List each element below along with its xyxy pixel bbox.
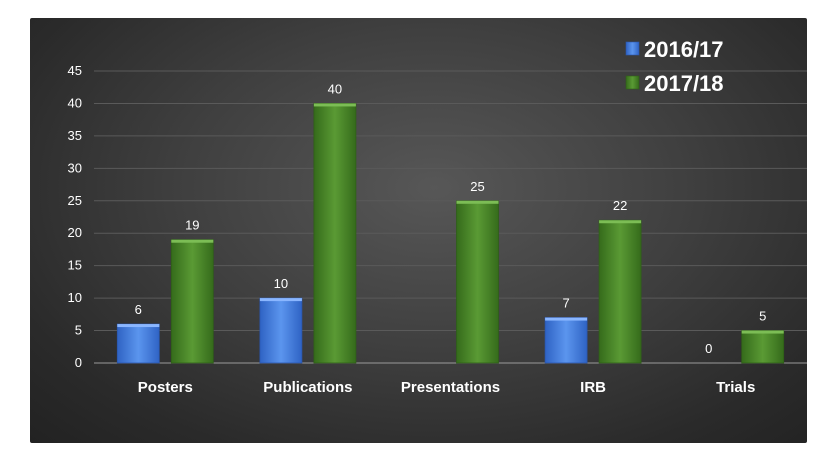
data-label: 22 — [613, 198, 627, 213]
y-axis: 0 5 10 15 20 25 30 35 40 45 — [68, 63, 82, 370]
data-label: 5 — [759, 309, 766, 324]
data-label: 19 — [185, 218, 199, 233]
x-tick-label: Posters — [138, 379, 193, 396]
x-tick-label: Trials — [716, 379, 755, 396]
legend-label: 2017/18 — [644, 71, 724, 96]
x-tick-label: Publications — [263, 379, 352, 396]
legend-swatch — [625, 41, 640, 56]
data-label: 0 — [705, 341, 712, 356]
x-axis: Posters Publications Presentations IRB Trial… — [138, 379, 756, 396]
legend-swatch — [625, 75, 640, 90]
bar-2017/18-Trials — [741, 330, 785, 364]
y-tick-label: 5 — [75, 323, 82, 338]
legend: 2016/17 2017/18 — [625, 37, 724, 96]
x-tick-label: IRB — [580, 379, 606, 396]
bar-2016/17-Publications — [259, 297, 303, 364]
bar-highlight — [259, 298, 302, 302]
bar-2016/17-IRB — [544, 317, 588, 364]
data-labels: 6 19 10 40 25 7 22 0 5 — [135, 81, 767, 356]
y-tick-label: 45 — [68, 63, 82, 78]
y-tick-label: 40 — [68, 95, 82, 110]
chart-area: 0 5 10 15 20 25 30 35 40 45 6 19 10 40 25 7 22 0 5 Poster… — [30, 18, 807, 443]
bar-highlight — [313, 103, 356, 107]
data-label: 7 — [562, 296, 569, 311]
y-tick-label: 0 — [75, 355, 82, 370]
y-tick-label: 35 — [68, 128, 82, 143]
bar-highlight — [117, 324, 160, 328]
x-tick-label: Presentations — [401, 379, 500, 396]
data-label: 6 — [135, 302, 142, 317]
bar-2017/18-Publications — [313, 103, 357, 364]
y-tick-label: 30 — [68, 160, 82, 175]
bar-highlight — [741, 330, 784, 334]
y-tick-label: 25 — [68, 193, 82, 208]
bar-highlight — [171, 239, 214, 243]
bar-2017/18-IRB — [598, 219, 642, 364]
y-tick-label: 15 — [68, 258, 82, 273]
bars — [116, 103, 785, 364]
data-label: 10 — [274, 276, 288, 291]
legend-label: 2016/17 — [644, 37, 724, 62]
bar-highlight — [545, 317, 588, 321]
bar-2017/18-Presentations — [456, 200, 499, 364]
bar-highlight — [599, 220, 642, 224]
y-tick-label: 10 — [68, 290, 82, 305]
bar-highlight — [456, 200, 499, 204]
bar-chart: 0 5 10 15 20 25 30 35 40 45 6 19 10 40 25 7 22 0 5 Poster… — [68, 37, 807, 396]
data-label: 25 — [470, 179, 484, 194]
bar-2016/17-Posters — [116, 323, 160, 364]
y-tick-label: 20 — [68, 225, 82, 240]
bar-2017/18-Posters — [170, 239, 214, 364]
data-label: 40 — [328, 81, 342, 96]
